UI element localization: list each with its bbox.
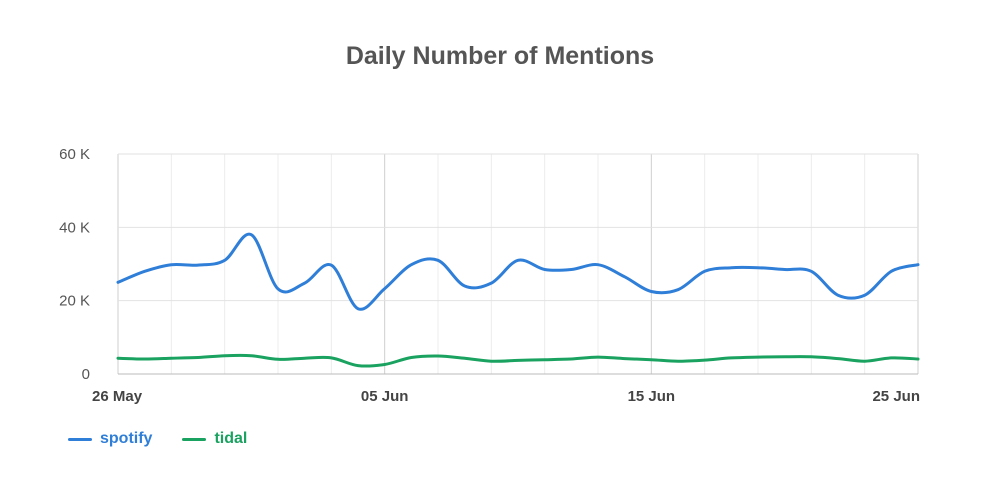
y-tick-label: 40 K [59,219,90,236]
legend-swatch [182,437,207,441]
legend-label: tidal [214,430,248,447]
x-tick-label: 15 Jun [628,388,676,405]
y-tick-label: 20 K [59,293,90,310]
series-lines [116,232,920,368]
y-axis-ticks: 0 20 K 40 K 60 K [59,146,90,383]
series-line-tidal [116,353,920,368]
y-tick-label: 60 K [59,146,90,163]
legend: spotify tidal [68,430,247,448]
series-line-spotify [116,232,920,311]
grid-lines [117,153,919,375]
y-tick-label: 0 [82,366,90,383]
legend-item-spotify[interactable]: spotify [68,430,152,448]
chart-title: Daily Number of Mentions [345,42,655,70]
legend-swatch [68,437,92,441]
x-tick-label: 26 May [92,388,143,405]
legend-item-tidal[interactable]: tidal [182,430,247,448]
x-axis-ticks: 26 May 05 Jun 15 Jun 25 Jun [92,388,920,405]
x-tick-label: 05 Jun [361,388,409,405]
x-tick-label: 25 Jun [872,388,920,405]
legend-label: spotify [100,430,153,447]
